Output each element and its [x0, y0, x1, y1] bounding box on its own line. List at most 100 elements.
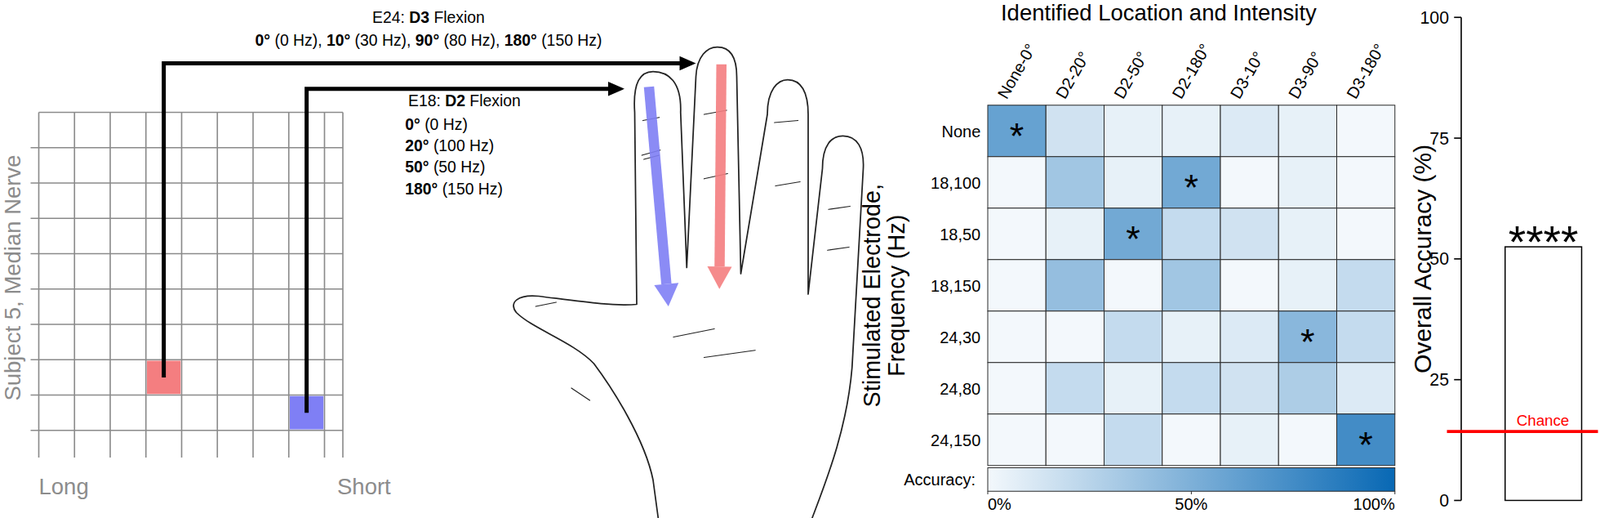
heatmap-cell — [1162, 208, 1221, 260]
text-part: (0 Hz) — [420, 115, 468, 134]
hand-crease — [827, 247, 849, 251]
hand-outline — [513, 47, 864, 518]
heatmap-cell — [1220, 105, 1279, 157]
heatmap-cell — [1220, 259, 1279, 312]
text-part: 0° — [255, 31, 272, 49]
heatmap-cell — [1162, 413, 1221, 466]
y-tick — [1453, 137, 1462, 139]
heatmap-y-label: Stimulated Electrode, — [858, 183, 885, 407]
heatmap-cell — [1162, 259, 1221, 312]
heatmap-cell — [987, 311, 1046, 363]
grid-label: Subject 5, Median Nerve — [0, 154, 26, 400]
significance-star: * — [1009, 115, 1025, 157]
row-label: None — [941, 122, 981, 141]
heatmap-cell — [1162, 105, 1221, 157]
grid-left-label: Long — [39, 473, 89, 499]
grid-line — [31, 323, 343, 325]
electrode-label: E18: D2 Flexion — [408, 91, 521, 110]
electrode-mapping: 20° (100 Hz) — [404, 136, 494, 155]
hand-crease — [775, 182, 800, 187]
grid-line — [31, 429, 343, 432]
y-tick — [1453, 378, 1462, 381]
heatmap-cell — [1337, 105, 1396, 157]
row-label: 24,80 — [939, 379, 981, 398]
heatmap-cell — [1220, 413, 1279, 466]
hand-crease — [704, 350, 756, 358]
text-part: E18: — [408, 91, 445, 110]
grid-line — [342, 112, 344, 458]
text-part: (30 Hz) — [350, 31, 407, 49]
heatmap-cell — [1337, 259, 1396, 312]
hand-crease — [774, 120, 799, 124]
heatmap-cell — [1104, 413, 1163, 466]
significance-star: * — [1358, 423, 1374, 466]
grid-line — [109, 112, 112, 458]
heatmap-cell — [1278, 311, 1337, 363]
y-tick-label: 0 — [1439, 490, 1449, 511]
grid-line — [181, 112, 183, 458]
electrode-mapping: 50° (50 Hz) — [404, 157, 485, 176]
y-tick — [1453, 257, 1462, 260]
colorbar-tick-label: 0% — [987, 494, 1012, 513]
connector-arrowhead — [608, 81, 625, 97]
grid-line — [288, 112, 290, 458]
text-part: , — [317, 31, 327, 49]
chance-line — [1447, 429, 1599, 433]
heatmap-cell — [1104, 208, 1163, 260]
y-tick — [1453, 16, 1462, 18]
significance-star: * — [1184, 166, 1200, 209]
text-part: D2 — [444, 91, 466, 110]
significance: **** — [1508, 216, 1579, 267]
heatmap-cell — [1104, 105, 1163, 157]
electrode-mappings: 0° (0 Hz), 10° (30 Hz), 90° (80 Hz), 180… — [255, 31, 603, 49]
text-part: (100 Hz) — [429, 136, 495, 155]
heatmap-cell — [1045, 208, 1104, 260]
colorbar — [987, 467, 1396, 492]
finger-arrowhead — [653, 282, 679, 307]
heatmap-cell — [1337, 413, 1396, 466]
heatmap-cell — [987, 156, 1046, 209]
heatmap-cell — [1104, 362, 1163, 414]
grid-line — [31, 288, 343, 290]
text-part: (80 Hz) — [439, 31, 496, 49]
electrode-mapping: 0° (0 Hz) — [404, 115, 468, 134]
finger-arrowhead — [707, 266, 733, 289]
text-part: (0 Hz) — [270, 31, 318, 49]
hand-crease — [828, 206, 850, 210]
heatmap-cell — [1045, 362, 1104, 414]
heatmap-cell — [1220, 311, 1279, 363]
finger-arrow — [648, 86, 667, 284]
heatmap-cell — [987, 362, 1046, 414]
grid-line — [31, 394, 343, 396]
connector — [306, 88, 613, 413]
colorbar-tick-label: 50% — [1174, 494, 1208, 513]
heatmap-cell — [1162, 311, 1221, 363]
text-part: (150 Hz) — [537, 31, 603, 49]
text-part: D3 — [408, 8, 430, 27]
text-part: 180° — [404, 179, 438, 198]
grid-line — [38, 112, 40, 458]
grid-line — [324, 112, 326, 458]
column-label: None-0° — [994, 40, 1040, 103]
heatmap-cell — [1162, 362, 1221, 414]
column-label: D2-20° — [1052, 48, 1094, 102]
heatmap-title: Identified Location and Intensity — [1000, 0, 1317, 26]
y-tick-label: 100 — [1420, 8, 1449, 28]
colorbar-tick — [1394, 490, 1396, 494]
heatmap-cell — [1220, 156, 1279, 209]
grid-line — [31, 182, 343, 184]
connector — [164, 63, 685, 378]
grid-line — [145, 112, 147, 458]
heatmap-cell — [1278, 208, 1337, 260]
heatmap-cell — [1045, 156, 1104, 209]
text-part: 0° — [404, 115, 421, 134]
heatmap-cell — [1104, 311, 1163, 363]
heatmap-cell — [1104, 156, 1163, 209]
column-label: D2-50° — [1110, 48, 1152, 102]
significance-star: * — [1125, 217, 1141, 260]
heatmap-cell — [1045, 413, 1104, 466]
heatmap-cell — [987, 259, 1046, 312]
heatmap-cell — [1220, 362, 1279, 414]
heatmap-cells — [987, 105, 1396, 466]
column-label: D3-180° — [1342, 40, 1389, 103]
